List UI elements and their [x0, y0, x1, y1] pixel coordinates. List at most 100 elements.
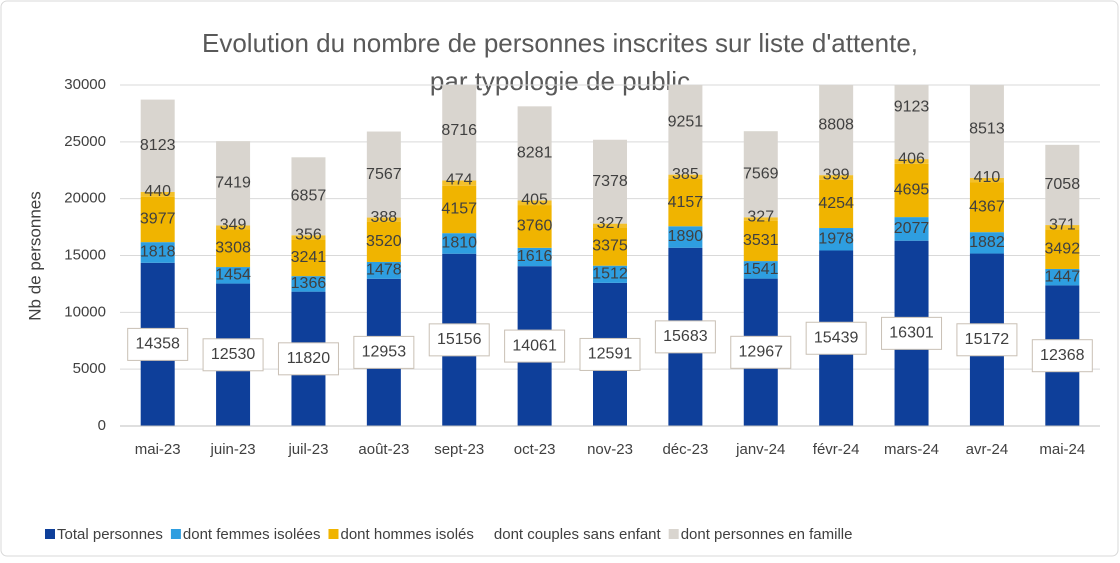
y-tick-label: 15000 [64, 246, 106, 263]
data-label: 3760 [517, 218, 553, 235]
x-tick-label: août-23 [358, 441, 409, 458]
data-label: 410 [974, 169, 1001, 186]
legend-swatch [328, 529, 339, 539]
data-label: 3492 [1045, 240, 1081, 257]
y-tick-label: 5000 [73, 360, 106, 377]
bar-segment [668, 85, 703, 175]
bar-segment [668, 179, 703, 227]
bar-segment [140, 191, 175, 197]
legend-label: dont femmes isolées [183, 526, 321, 543]
y-tick-label: 0 [98, 417, 106, 434]
data-label-box [277, 342, 339, 376]
data-label: 9251 [668, 113, 704, 130]
bar-segment [517, 205, 552, 248]
bar-segment [1045, 268, 1080, 286]
x-tick-label: juil-23 [287, 441, 328, 458]
data-label: 356 [295, 226, 322, 243]
bar-segment [894, 159, 929, 164]
bars [140, 85, 1080, 426]
data-label: 4157 [441, 201, 477, 218]
data-label: 7378 [592, 173, 628, 190]
bar-segment [442, 180, 477, 186]
data-label: 474 [446, 172, 473, 189]
data-label: 4695 [894, 182, 930, 199]
legend-swatch [170, 529, 181, 539]
bar-segment [593, 265, 627, 283]
data-label: 2077 [894, 220, 930, 237]
data-label-box [202, 338, 264, 372]
data-label: 349 [220, 217, 247, 234]
data-label: 406 [898, 150, 925, 167]
data-label: 14358 [135, 336, 180, 353]
bar-segment [819, 85, 854, 176]
bar-segment [291, 235, 326, 240]
data-label-box [353, 335, 415, 369]
data-label: 12967 [739, 344, 784, 361]
bar-segment [894, 163, 929, 218]
bar-segment [140, 196, 175, 243]
data-label: 1541 [743, 261, 779, 278]
x-tick-label: nov-23 [587, 441, 633, 458]
legend-label: dont personnes en famille [681, 526, 853, 543]
data-label-box [127, 327, 189, 361]
data-label: 3977 [140, 211, 176, 228]
data-label: 6857 [291, 187, 327, 204]
data-label: 1454 [215, 267, 251, 284]
bar-segment [969, 182, 1004, 233]
x-tick-label: sept-23 [434, 441, 484, 458]
bar-segment [517, 106, 552, 201]
bar-segment [743, 217, 778, 221]
data-label: 371 [1049, 216, 1076, 233]
data-label: 7569 [743, 165, 779, 182]
x-tick-label: mai-24 [1039, 441, 1085, 458]
y-tick-label: 10000 [64, 303, 106, 320]
bar-segment [517, 247, 552, 267]
data-label: 4157 [668, 194, 704, 211]
legend-swatch [45, 529, 55, 539]
data-label: 385 [672, 166, 699, 183]
data-label: 3531 [743, 232, 779, 249]
bar-segment [1045, 229, 1080, 269]
bar-segment [216, 225, 251, 230]
data-label: 12591 [588, 346, 633, 363]
data-label: 1890 [668, 228, 704, 245]
data-label: 12368 [1040, 347, 1085, 364]
bar-segment [593, 139, 627, 224]
data-label: 8513 [969, 121, 1005, 138]
data-label: 327 [747, 208, 774, 225]
data-label: 1447 [1045, 268, 1081, 285]
bar-segment [216, 267, 251, 284]
x-tick-label: janv-24 [735, 441, 785, 458]
data-label: 15156 [437, 331, 482, 348]
x-tick-label: déc-23 [662, 441, 708, 458]
data-label: 3520 [366, 233, 402, 250]
data-label: 1818 [140, 244, 176, 261]
bar-segment [819, 175, 854, 180]
x-tick-label: avr-24 [966, 441, 1009, 458]
chart-title: Evolution du nombre de personnes inscrit… [202, 28, 918, 58]
data-label-box [805, 321, 867, 355]
bar-segment [291, 239, 326, 277]
data-label: 4367 [969, 199, 1005, 216]
data-label: 1978 [818, 230, 854, 247]
data-label: 327 [597, 215, 624, 232]
y-tick-label: 20000 [64, 190, 106, 207]
bar-segment [366, 217, 401, 222]
x-tick-label: oct-23 [514, 441, 556, 458]
data-label: 15172 [965, 331, 1010, 348]
data-label: 4254 [818, 195, 854, 212]
legend-label: dont couples sans enfant [494, 526, 662, 543]
data-label-box [881, 316, 943, 350]
bar-segment [442, 233, 477, 254]
data-label: 388 [370, 209, 397, 226]
data-label: 11820 [287, 350, 330, 367]
data-label-box [654, 320, 716, 354]
bar-segment [517, 200, 552, 206]
data-label: 15683 [663, 328, 708, 345]
labels: 14358 1818 3977 440 8123 12530 1454 3308 349 7419… [127, 98, 1093, 376]
x-tick-label: juin-23 [210, 441, 256, 458]
data-label: 440 [144, 183, 171, 200]
legend-swatch [481, 529, 492, 539]
data-label: 8716 [441, 122, 477, 139]
data-label: 1512 [592, 266, 628, 283]
